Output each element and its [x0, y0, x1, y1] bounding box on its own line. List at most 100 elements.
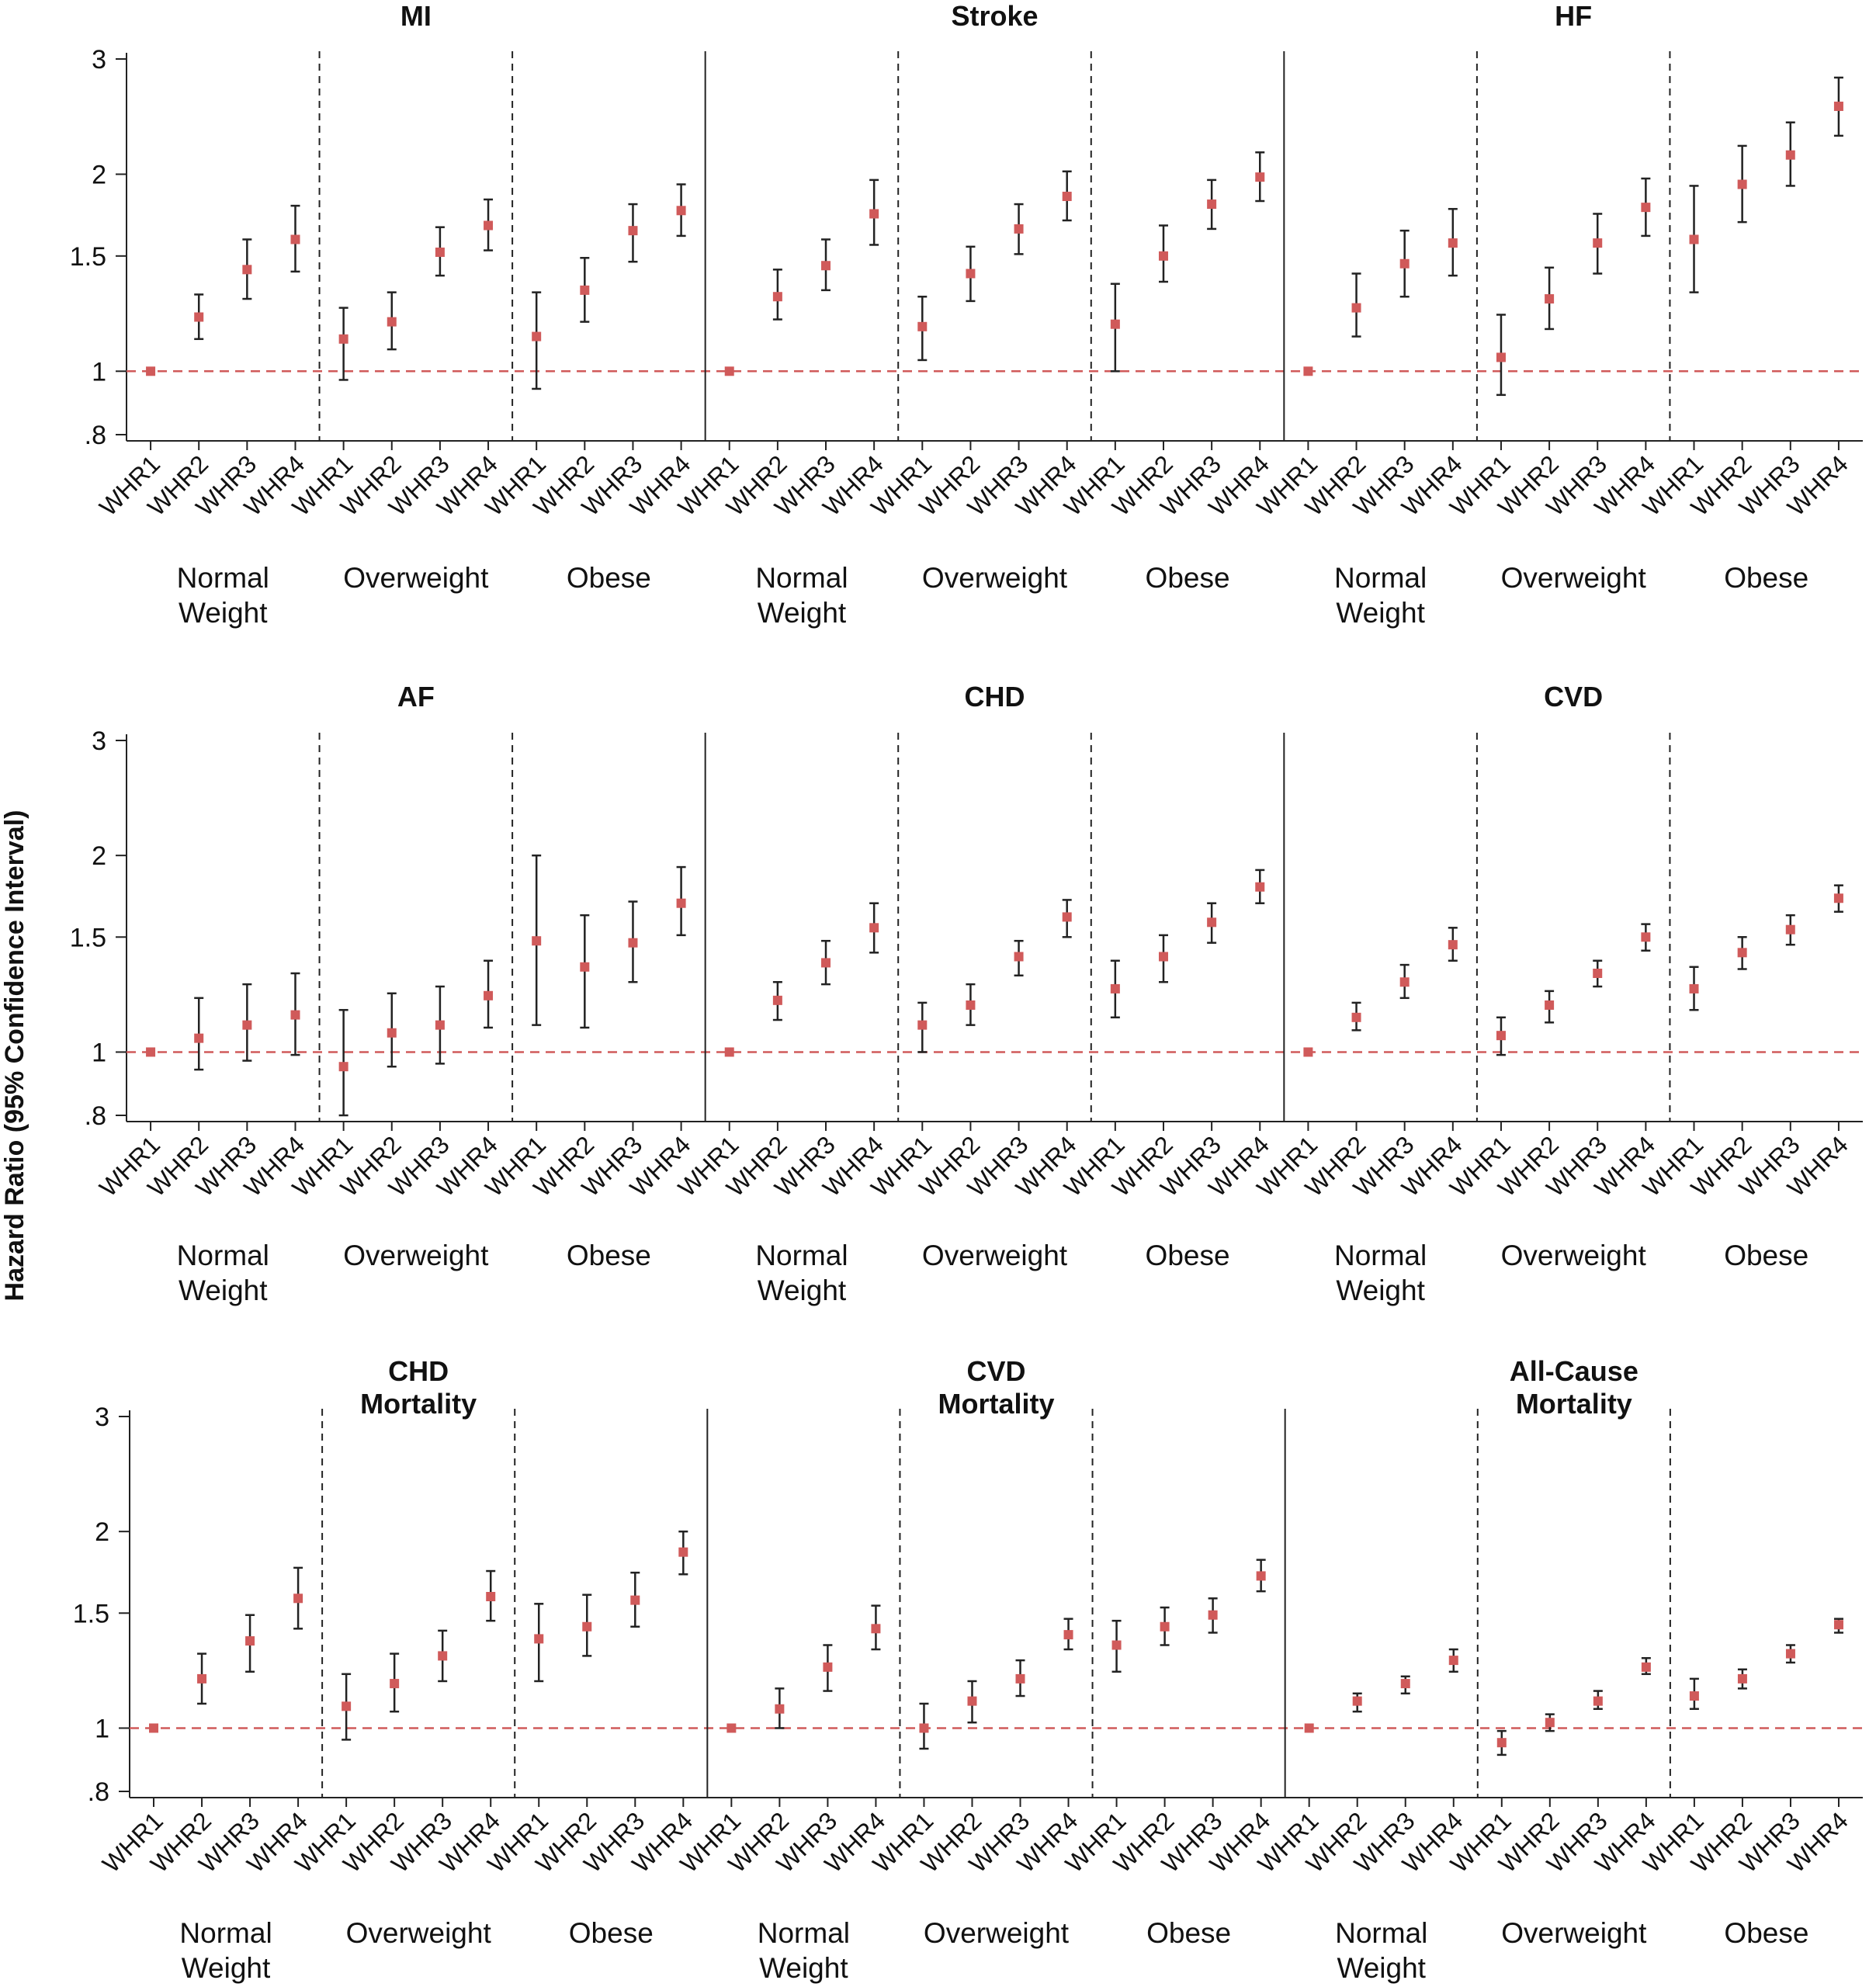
group-label: Weight — [759, 1952, 848, 1984]
data-point — [1496, 1016, 1506, 1056]
data-point — [772, 980, 782, 1021]
group-label: Weight — [179, 1274, 268, 1306]
group-label: Weight — [758, 597, 847, 629]
data-point — [1255, 151, 1265, 203]
plot-area: 321.51.8MIWHR1WHR2WHR3WHR4WHR1WHR2WHR3WH… — [70, 0, 1863, 1984]
data-point — [293, 1566, 303, 1630]
point-marker — [1015, 1673, 1025, 1684]
point-marker — [1303, 366, 1313, 376]
panel-2-3: CVDWHR1WHR2WHR3WHR4WHR1WHR2WHR3WHR4WHR1W… — [1251, 681, 1853, 1306]
data-point — [1014, 939, 1024, 977]
group-label: Obese — [1146, 562, 1230, 594]
data-point — [245, 1614, 255, 1673]
point-marker — [1641, 1662, 1651, 1672]
data-point — [146, 1047, 156, 1057]
point-marker — [1110, 983, 1120, 994]
y-tick-label: 3 — [95, 1403, 109, 1432]
panel-title: AF — [397, 681, 435, 713]
point-marker — [1014, 224, 1024, 234]
point-marker — [1448, 1656, 1458, 1666]
point-marker — [966, 269, 976, 279]
data-point — [1833, 76, 1843, 137]
point-marker — [1062, 192, 1072, 202]
point-marker — [1737, 179, 1747, 189]
data-point — [821, 939, 831, 986]
data-point — [1641, 923, 1651, 952]
point-marker — [580, 962, 590, 972]
y-tick-label: 2 — [92, 160, 106, 189]
group-label: Obese — [567, 562, 651, 594]
point-marker — [1833, 101, 1843, 111]
data-point — [1689, 1677, 1699, 1710]
y-tick-label: 1 — [95, 1714, 109, 1743]
data-point — [1110, 283, 1120, 373]
point-marker — [1641, 203, 1651, 213]
point-marker — [919, 1723, 929, 1733]
point-marker — [1111, 1640, 1122, 1650]
panel-title: CVD — [966, 1355, 1025, 1387]
data-point — [1785, 121, 1795, 187]
y-tick-label: .8 — [88, 1777, 109, 1807]
y-tick-label: 2 — [92, 841, 106, 871]
data-point — [1641, 177, 1651, 238]
point-marker — [1496, 1031, 1506, 1041]
data-point — [869, 902, 879, 954]
data-point — [869, 179, 879, 246]
data-point — [917, 1001, 928, 1053]
data-point — [772, 269, 782, 321]
data-point — [917, 295, 928, 362]
data-point — [1593, 1690, 1603, 1710]
point-marker — [1303, 1047, 1313, 1057]
data-point — [724, 366, 734, 376]
data-point — [197, 1652, 207, 1705]
data-point — [580, 914, 590, 1029]
point-marker — [390, 1679, 400, 1689]
group-label: Normal — [1334, 1240, 1427, 1271]
point-marker — [387, 1028, 397, 1038]
data-point — [628, 900, 638, 983]
group-label: Obese — [569, 1917, 654, 1949]
y-tick-label: 1.5 — [73, 1599, 109, 1628]
point-marker — [1160, 1621, 1170, 1632]
data-point — [580, 257, 590, 323]
data-point — [676, 183, 686, 238]
group-label: Overweight — [924, 1917, 1070, 1949]
y-axis-label: Hazard Ratio (95% Confidence Interval) — [0, 810, 29, 1302]
group-label: Overweight — [1501, 1240, 1647, 1271]
data-point — [1785, 1644, 1795, 1664]
y-tick-label: 1 — [92, 357, 106, 387]
point-marker — [338, 334, 348, 344]
group-label: Overweight — [343, 562, 489, 594]
panel-title: HF — [1555, 0, 1592, 32]
data-point — [1593, 213, 1603, 275]
data-point — [435, 985, 445, 1065]
group-label: Normal — [1335, 1917, 1427, 1949]
data-point — [290, 972, 300, 1056]
point-marker — [1207, 199, 1217, 210]
data-point — [967, 1680, 977, 1724]
row-2: 3 2 1.5 1 .8AFWHR1WHR2WHR3WHR4WHR1WHR2WHR3WH… — [70, 681, 1863, 1306]
point-marker — [966, 1000, 976, 1010]
data-point — [1399, 963, 1410, 1000]
point-marker — [1351, 303, 1361, 313]
data-point — [338, 1008, 348, 1117]
point-marker — [1545, 1000, 1555, 1010]
data-point — [1399, 229, 1410, 298]
data-point — [1062, 170, 1072, 222]
panel-title: All-Cause — [1510, 1355, 1638, 1387]
data-point — [1593, 959, 1603, 988]
point-marker — [1400, 1679, 1410, 1689]
point-marker — [1063, 1630, 1073, 1640]
point-marker — [1785, 924, 1795, 935]
panel-title: CVD — [1544, 681, 1603, 713]
data-point — [1400, 1675, 1410, 1695]
point-marker — [342, 1701, 352, 1711]
point-marker — [1689, 983, 1699, 994]
group-label: Weight — [182, 1952, 271, 1984]
point-marker — [290, 234, 300, 244]
data-point — [628, 203, 638, 263]
data-point — [1207, 902, 1217, 944]
data-point — [534, 1603, 544, 1683]
point-marker — [1399, 977, 1410, 987]
data-point — [342, 1673, 352, 1741]
